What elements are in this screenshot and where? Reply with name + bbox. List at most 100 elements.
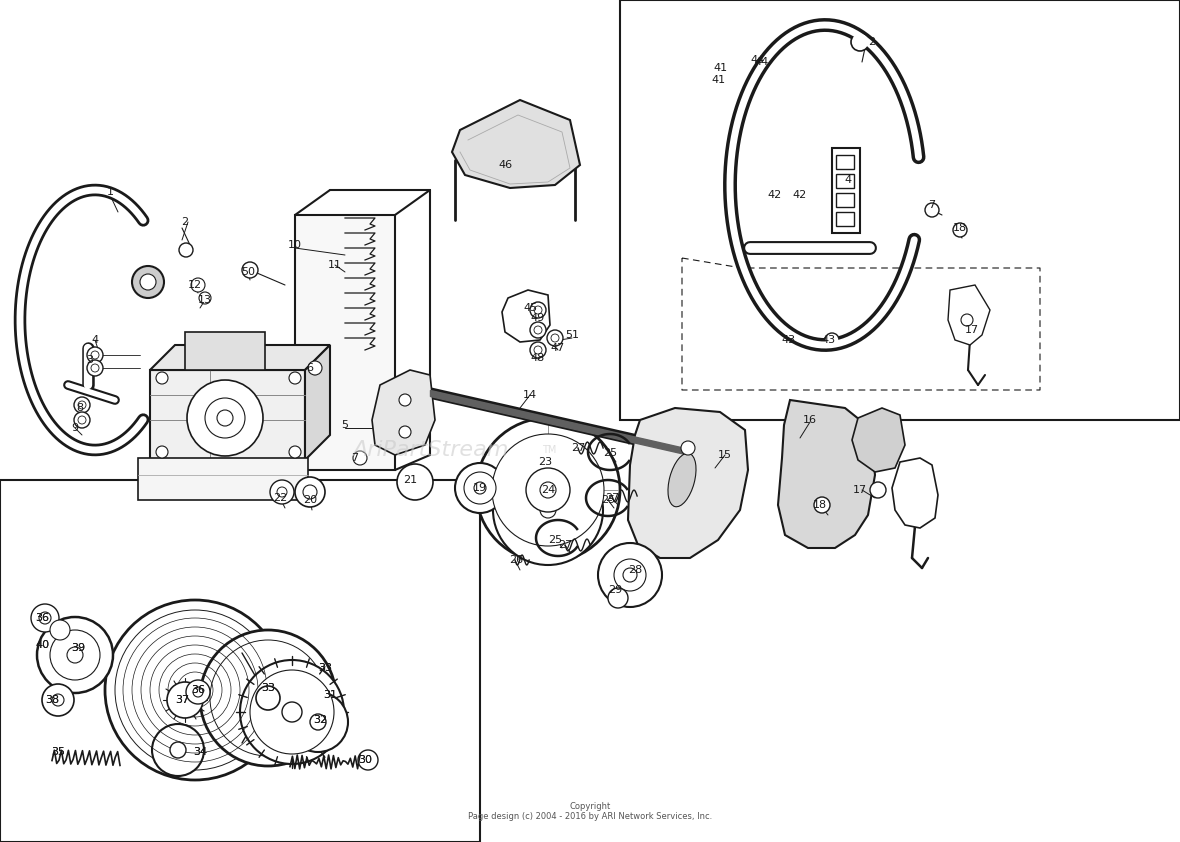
Circle shape [535, 326, 542, 334]
Bar [620, 0, 1180, 420]
Circle shape [152, 724, 204, 776]
Text: 37: 37 [175, 695, 189, 705]
Text: 31: 31 [323, 690, 337, 700]
Text: 25: 25 [603, 448, 617, 458]
Circle shape [194, 687, 203, 697]
Circle shape [156, 446, 168, 458]
Text: 43: 43 [821, 335, 835, 345]
Text: 20: 20 [303, 495, 317, 505]
Circle shape [179, 243, 194, 257]
Circle shape [74, 412, 90, 428]
Text: 35: 35 [51, 747, 65, 757]
Circle shape [140, 274, 156, 290]
Circle shape [170, 742, 186, 758]
Circle shape [353, 451, 367, 465]
Circle shape [399, 426, 411, 438]
Circle shape [399, 394, 411, 406]
Circle shape [310, 714, 326, 730]
Circle shape [308, 361, 322, 375]
Text: 42: 42 [768, 190, 782, 200]
Circle shape [814, 497, 830, 513]
Circle shape [540, 482, 556, 498]
Circle shape [52, 694, 64, 706]
Bar [835, 193, 854, 207]
Polygon shape [778, 400, 876, 548]
Text: 25: 25 [548, 535, 562, 545]
Circle shape [961, 314, 974, 326]
Text: 45: 45 [523, 303, 537, 313]
Circle shape [50, 630, 100, 680]
Circle shape [78, 401, 86, 409]
Text: 29: 29 [608, 585, 622, 595]
Text: 7: 7 [352, 453, 359, 463]
Text: 17: 17 [853, 485, 867, 495]
Circle shape [303, 485, 317, 499]
Bar [835, 212, 854, 226]
Circle shape [825, 333, 839, 347]
Text: 50: 50 [241, 267, 255, 277]
Circle shape [199, 630, 336, 766]
Text: 51: 51 [565, 330, 579, 340]
Circle shape [614, 559, 645, 591]
Circle shape [535, 306, 542, 314]
Text: 32: 32 [313, 715, 327, 725]
Text: 41: 41 [710, 75, 725, 85]
Circle shape [925, 203, 939, 217]
Text: 39: 39 [71, 643, 85, 653]
Circle shape [78, 416, 86, 424]
Text: 33: 33 [317, 663, 332, 673]
Circle shape [91, 364, 99, 372]
Text: 38: 38 [45, 695, 59, 705]
Circle shape [132, 266, 164, 298]
Circle shape [358, 750, 378, 770]
Text: 19: 19 [473, 483, 487, 493]
Ellipse shape [668, 453, 696, 507]
Text: 15: 15 [717, 450, 732, 460]
Text: 21: 21 [402, 475, 417, 485]
Text: 36: 36 [35, 613, 50, 623]
Circle shape [186, 680, 210, 704]
Circle shape [156, 372, 168, 384]
Circle shape [396, 464, 433, 500]
Circle shape [464, 472, 496, 504]
Circle shape [256, 686, 280, 710]
Circle shape [608, 588, 628, 608]
Circle shape [455, 463, 505, 513]
Circle shape [598, 543, 662, 607]
Text: 13: 13 [198, 295, 212, 305]
Circle shape [50, 620, 70, 640]
Circle shape [42, 684, 74, 716]
Circle shape [191, 278, 205, 292]
Text: 36: 36 [191, 685, 205, 695]
Text: 30: 30 [358, 755, 372, 765]
Circle shape [168, 682, 203, 718]
Circle shape [87, 347, 103, 363]
Text: Copyright
Page design (c) 2004 - 2016 by ARI Network Services, Inc.: Copyright Page design (c) 2004 - 2016 by… [468, 802, 712, 822]
Text: 44: 44 [750, 55, 765, 65]
Text: TM: TM [542, 445, 557, 455]
Text: 8: 8 [77, 403, 84, 413]
Text: 36: 36 [191, 685, 205, 695]
Text: 9: 9 [72, 423, 79, 433]
Circle shape [205, 398, 245, 438]
Text: 33: 33 [317, 663, 332, 673]
Circle shape [493, 455, 603, 565]
Text: 2: 2 [182, 217, 189, 227]
Text: 32: 32 [313, 715, 327, 725]
Circle shape [548, 330, 563, 346]
Circle shape [31, 604, 59, 632]
Circle shape [535, 346, 542, 354]
Polygon shape [295, 215, 395, 470]
Circle shape [91, 351, 99, 359]
Text: 36: 36 [35, 613, 50, 623]
Circle shape [250, 670, 334, 754]
Circle shape [474, 482, 486, 494]
Text: 27: 27 [571, 443, 585, 453]
Circle shape [282, 702, 302, 722]
Circle shape [39, 612, 51, 624]
Text: 10: 10 [288, 240, 302, 250]
Polygon shape [852, 408, 905, 472]
Polygon shape [372, 370, 435, 455]
Circle shape [851, 33, 868, 51]
Text: 14: 14 [523, 390, 537, 400]
